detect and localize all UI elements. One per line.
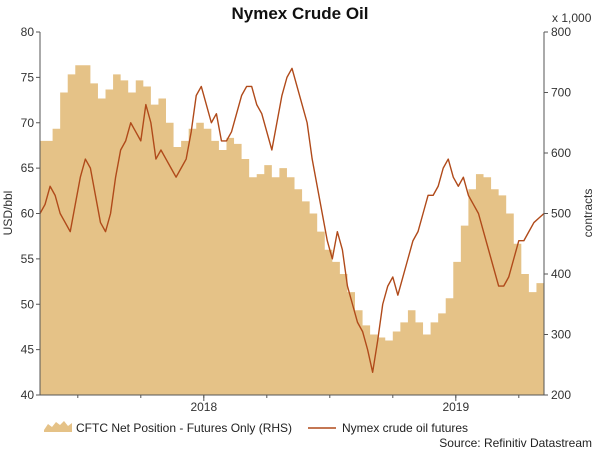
y2-tick-label: 700 bbox=[551, 86, 571, 100]
legend-label-nymex: Nymex crude oil futures bbox=[342, 421, 468, 435]
y2-tick-label: 600 bbox=[551, 146, 571, 160]
y-tick-label: 55 bbox=[21, 252, 35, 266]
y-tick-label: 80 bbox=[21, 25, 35, 39]
series-area-cftc bbox=[40, 65, 544, 396]
y2-tick-label: 200 bbox=[551, 388, 571, 402]
y-tick-label: 60 bbox=[21, 207, 35, 221]
y2-multiplier-label: x 1,000 bbox=[552, 11, 592, 25]
x-tick-label: 2019 bbox=[442, 400, 469, 414]
legend-area-swatch bbox=[44, 421, 72, 432]
y-axis-label: USD/bbl bbox=[1, 191, 15, 236]
series-line-nymex bbox=[39, 67, 545, 374]
y2-tick-label: 500 bbox=[551, 207, 571, 221]
x-tick-label: 2018 bbox=[190, 400, 217, 414]
y-tick-label: 45 bbox=[21, 343, 35, 357]
source-note: Source: Refinitiv Datastream bbox=[439, 436, 592, 450]
y2-tick-label: 400 bbox=[551, 267, 571, 281]
legend-label-cftc: CFTC Net Position - Futures Only (RHS) bbox=[76, 421, 292, 435]
y-tick-label: 75 bbox=[21, 70, 35, 84]
y2-tick-label: 800 bbox=[551, 25, 571, 39]
y-tick-label: 50 bbox=[21, 297, 35, 311]
y-tick-label: 70 bbox=[21, 116, 35, 130]
y-tick-label: 65 bbox=[21, 161, 35, 175]
y2-axis-label: contracts bbox=[581, 189, 595, 238]
y2-tick-label: 300 bbox=[551, 328, 571, 342]
y-tick-label: 40 bbox=[21, 388, 35, 402]
chart-title: Nymex Crude Oil bbox=[232, 4, 369, 23]
line-layer bbox=[39, 67, 545, 374]
legend: CFTC Net Position - Futures Only (RHS) N… bbox=[44, 421, 468, 435]
axes-layer: 40 45 50 55 60 65 70 75 80 200 300 400 500 600 700 800 2… bbox=[21, 25, 572, 414]
area-layer bbox=[40, 65, 544, 396]
